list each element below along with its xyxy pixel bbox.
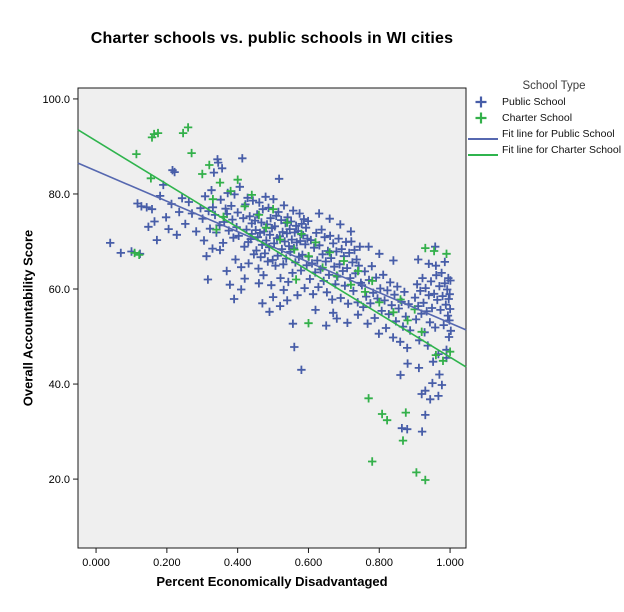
fit-line-for-public-school: [77, 162, 467, 331]
x-axis-title: Percent Economically Disadvantaged: [156, 574, 388, 589]
x-tick-label: 0.000: [82, 557, 110, 569]
y-tick-label: 40.0: [49, 379, 70, 391]
legend-label: Fit line for Public School: [502, 128, 615, 140]
legend-label: Fit line for Charter School: [502, 143, 622, 156]
x-tick-label: 0.400: [224, 557, 252, 569]
legend-item-charter-school: Fit line for Public School Charter Schoo…: [468, 111, 622, 125]
public-fit-line-icon: [468, 127, 502, 140]
legend-label: Charter School: [502, 112, 573, 124]
charter-school-points: [130, 123, 455, 485]
x-tick-label: 1.000: [436, 557, 464, 569]
y-tick-label: 20.0: [49, 474, 70, 486]
public-school-cross-icon: [468, 95, 502, 109]
y-tick-label: 80.0: [49, 189, 70, 201]
x-tick-label: 0.800: [366, 557, 394, 569]
legend-item-fit-line-public: Fit line for Public School: [468, 127, 622, 141]
y-axis-title: Overall Accountability Score: [20, 229, 36, 407]
charter-school-cross-icon: [468, 111, 502, 125]
y-tick-label: 100.0: [42, 94, 70, 106]
x-tick-label: 0.200: [153, 557, 181, 569]
legend-label: Public School: [502, 96, 566, 108]
legend-item-public-school: Public School: [468, 95, 622, 109]
plot-area: [77, 87, 467, 549]
legend-item-fit-line-charter: Fit line for Charter School: [468, 143, 622, 157]
fit-line-for-charter-school: [77, 129, 467, 368]
charter-fit-line-icon: [468, 143, 502, 156]
chart-title: Charter schools vs. public schools in WI…: [90, 30, 454, 47]
legend-title: School Type: [522, 80, 586, 92]
x-tick-label: 0.600: [295, 557, 323, 569]
legend: School Type Public School Fit line for P…: [468, 80, 622, 158]
y-tick-label: 60.0: [49, 284, 70, 296]
